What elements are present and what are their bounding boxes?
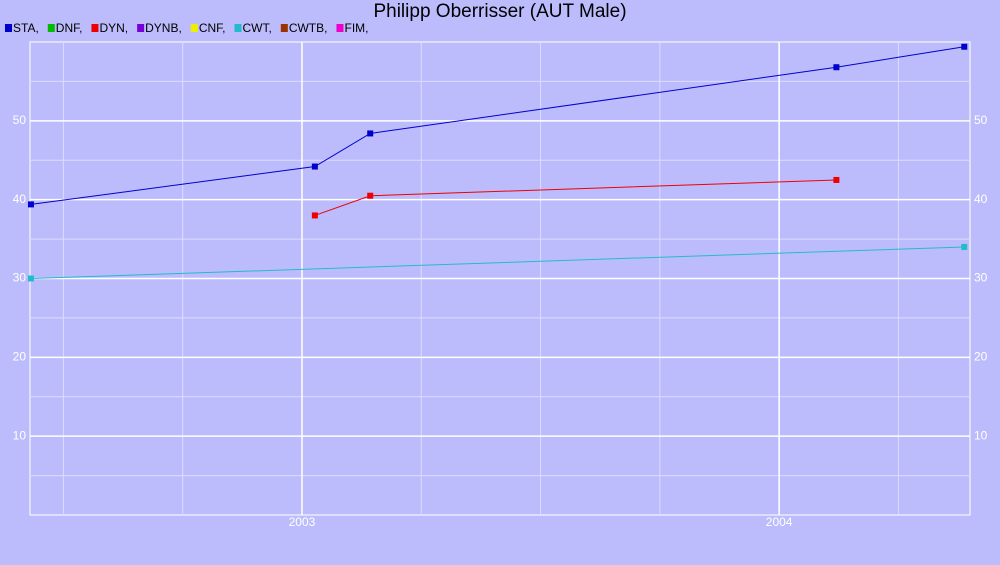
point-marker bbox=[833, 176, 840, 183]
point-marker bbox=[27, 201, 34, 208]
legend-label: CWTB, bbox=[289, 21, 328, 35]
y-tick-label: 20 bbox=[13, 350, 27, 364]
legend-swatch bbox=[234, 24, 242, 32]
legend-swatch bbox=[280, 24, 288, 32]
point-marker bbox=[961, 43, 968, 50]
y2-tick-label: 30 bbox=[974, 271, 988, 285]
x-tick-label: 2003 bbox=[289, 515, 316, 529]
point-marker bbox=[367, 192, 374, 199]
series-line bbox=[30, 246, 965, 279]
chart-title: Philipp Oberrisser (AUT Male) bbox=[373, 1, 626, 22]
y-tick-label: 30 bbox=[13, 271, 27, 285]
legend-swatch bbox=[47, 24, 55, 32]
legend-swatch bbox=[5, 24, 12, 32]
y2-tick-label: 10 bbox=[974, 428, 988, 442]
legend-label: CWT, bbox=[242, 21, 271, 35]
legend-swatch bbox=[336, 24, 344, 32]
x-tick-label: 2004 bbox=[766, 515, 793, 529]
legend-label: DNF, bbox=[56, 21, 83, 35]
y-tick-label: 50 bbox=[13, 113, 27, 127]
legend-label: STA, bbox=[13, 21, 39, 35]
y2-tick-label: 20 bbox=[974, 350, 988, 364]
point-marker bbox=[311, 212, 318, 219]
y2-tick-label: 50 bbox=[974, 113, 988, 127]
legend-label: FIM, bbox=[344, 21, 368, 35]
legend-swatch bbox=[91, 24, 99, 32]
legend-label: CNF, bbox=[199, 21, 226, 35]
point-marker bbox=[961, 243, 968, 250]
point-marker bbox=[833, 64, 840, 71]
y-tick-label: 40 bbox=[13, 192, 27, 206]
point-marker bbox=[311, 163, 318, 170]
legend-swatch bbox=[190, 24, 198, 32]
y2-tick-label: 40 bbox=[974, 192, 988, 206]
legend-label: DYNB, bbox=[145, 21, 182, 35]
y-tick-label: 10 bbox=[13, 428, 27, 442]
point-marker bbox=[27, 275, 34, 282]
legend-swatch bbox=[137, 24, 145, 32]
point-marker bbox=[367, 130, 374, 137]
legend-label: DYN, bbox=[99, 21, 128, 35]
